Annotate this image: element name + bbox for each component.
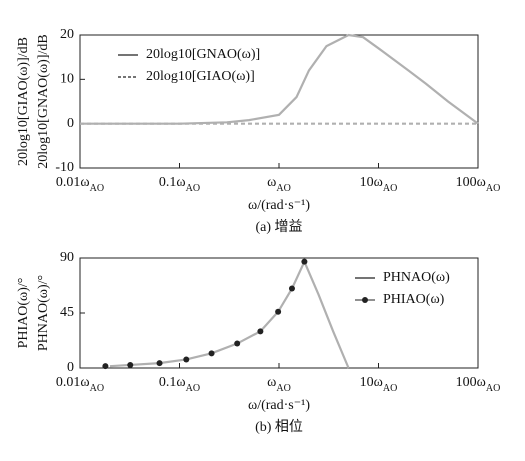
y-tick-label: 0 [67,360,74,375]
plot-frame [79,34,479,169]
x-tick-label: 10ωAO [360,175,398,194]
x-tick-text: 10ω [360,175,383,190]
series-point [288,285,295,292]
y-tick-label: 10 [60,72,74,87]
x-axis-label: ω/(rad·s⁻¹) [248,198,310,213]
y-tick-label: 20 [60,27,74,42]
x-tick-sub: AO [486,383,500,394]
series-point [208,350,215,357]
x-tick-label: ωAO [267,175,291,194]
x-tick-text: 100ω [456,375,486,390]
y-tick-label: 90 [60,250,74,265]
legend-label: PHNAO(ω) [383,270,450,285]
x-tick-label: ωAO [267,375,291,394]
x-tick-text: 100ω [456,175,486,190]
series-line [109,258,350,369]
y-axis-label: 20log10[GIAO(ω)]/dB [16,37,31,166]
x-tick-text: 0.01ω [56,375,90,390]
series-point [156,360,163,367]
x-tick-label: 0.01ωAO [56,375,104,394]
x-tick-text: 0.1ω [159,375,186,390]
legend-label: 20log10[GNAO(ω)] [146,47,260,62]
series-point [275,308,282,315]
x-axis-label: ω/(rad·s⁻¹) [248,398,310,413]
x-tick-sub: AO [486,183,500,194]
x-tick-sub: AO [276,183,290,194]
series-point [234,340,241,347]
x-tick-text: 0.01ω [56,175,90,190]
caption: (a) 增益 [255,219,302,235]
series-line [80,33,479,125]
x-tick-label: 0.1ωAO [159,375,200,394]
x-tick-text: ω [267,375,276,390]
x-tick-sub: AO [383,183,397,194]
y-tick-label: -10 [55,160,74,175]
x-tick-sub: AO [90,183,104,194]
x-tick-label: 0.1ωAO [159,175,200,194]
x-tick-label: 0.01ωAO [56,175,104,194]
y-axis-label: PHIAO(ω)/° [16,278,31,349]
x-tick-text: 0.1ω [159,175,186,190]
x-tick-text: 10ω [360,375,383,390]
x-tick-label: 100ωAO [456,175,501,194]
y-tick-label: 45 [60,305,74,320]
x-tick-text: ω [267,175,276,190]
y-tick-label: 0 [67,116,74,131]
x-tick-label: 100ωAO [456,375,501,394]
legend-label: PHIAO(ω) [383,292,445,307]
series-point [183,356,190,363]
series-point [102,363,109,370]
x-tick-sub: AO [186,383,200,394]
series-point [301,258,308,265]
x-tick-sub: AO [276,383,290,394]
x-tick-label: 10ωAO [360,375,398,394]
series-point [127,361,134,368]
y-axis-label: 20log10[GNAO(ω)]/dB [36,34,51,168]
x-tick-sub: AO [383,383,397,394]
x-tick-sub: AO [186,183,200,194]
legend-marker [362,297,368,303]
legend-label: 20log10[GIAO(ω)] [146,69,255,84]
x-tick-sub: AO [90,383,104,394]
caption: (b) 相位 [255,419,303,435]
series-point [257,328,264,335]
y-axis-label: PHNAO(ω)/° [36,275,51,351]
